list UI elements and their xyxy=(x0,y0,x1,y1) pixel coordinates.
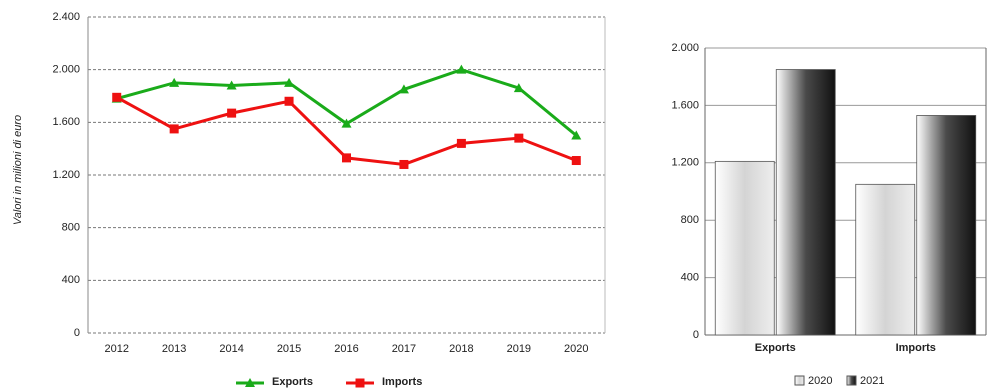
x-tick-label: 2018 xyxy=(449,343,473,355)
legend-label: 2020 xyxy=(808,375,832,387)
y-axis-label: Valori in milioni di euro xyxy=(12,115,24,225)
data-point xyxy=(514,133,524,143)
y-tick-label: 400 xyxy=(681,272,699,284)
data-point xyxy=(456,64,467,74)
x-tick-label: 2019 xyxy=(507,343,531,355)
y-tick-label: 2.000 xyxy=(671,42,699,54)
y-tick-label: 1.200 xyxy=(52,169,80,181)
data-point xyxy=(571,130,582,140)
data-point xyxy=(571,156,581,166)
data-point xyxy=(284,96,294,106)
y-tick-label: 400 xyxy=(62,274,80,286)
x-tick-label: 2020 xyxy=(564,343,588,355)
x-tick-label: 2014 xyxy=(219,343,243,355)
data-point xyxy=(398,84,409,94)
data-point xyxy=(341,118,352,128)
y-tick-label: 800 xyxy=(62,222,80,234)
bar xyxy=(714,160,775,336)
x-tick-label: 2013 xyxy=(162,343,186,355)
y-tick-label: 1.600 xyxy=(52,116,80,128)
data-point xyxy=(456,138,466,148)
data-point xyxy=(169,124,179,134)
x-tick-label: Exports xyxy=(755,342,796,354)
y-tick-label: 2.400 xyxy=(52,11,80,23)
data-point xyxy=(284,77,295,87)
x-tick-label: 2016 xyxy=(334,343,358,355)
data-point xyxy=(227,108,237,118)
legend-swatch xyxy=(794,375,805,386)
x-tick-label: 2015 xyxy=(277,343,301,355)
bar xyxy=(775,69,836,336)
bar xyxy=(855,183,916,336)
data-point xyxy=(169,77,180,87)
y-tick-label: 0 xyxy=(74,327,80,339)
data-point xyxy=(226,80,237,90)
legend-label: Exports xyxy=(272,376,313,388)
data-point xyxy=(342,153,351,163)
data-point xyxy=(513,83,524,93)
y-tick-label: 0 xyxy=(693,329,699,341)
x-tick-label: 2012 xyxy=(104,343,128,355)
y-tick-label: 1.600 xyxy=(671,99,699,111)
data-point xyxy=(399,159,409,169)
x-tick-label: 2017 xyxy=(392,343,416,355)
bar xyxy=(916,115,977,336)
legend-marker xyxy=(355,378,365,388)
legend-marker xyxy=(245,378,255,387)
legend-label: 2021 xyxy=(860,375,884,387)
legend-swatch xyxy=(846,375,857,386)
y-tick-label: 1.200 xyxy=(671,157,699,169)
x-tick-label: Imports xyxy=(896,342,936,354)
y-tick-label: 2.000 xyxy=(52,64,80,76)
legend-label: Imports xyxy=(382,376,422,388)
y-tick-label: 800 xyxy=(681,214,699,226)
data-point xyxy=(112,92,122,102)
